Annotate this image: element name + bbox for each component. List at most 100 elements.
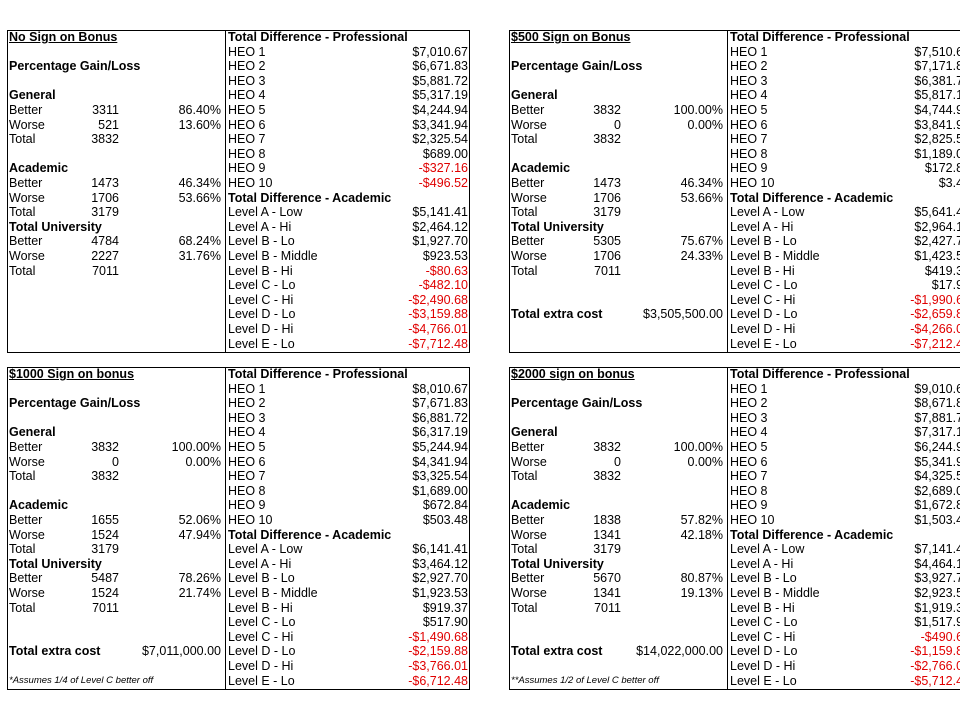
row-label: HEO 2: [228, 396, 266, 411]
amount: $8,010.67: [412, 381, 468, 396]
percent: 19.13%: [680, 586, 723, 600]
group-heading: Total University: [9, 556, 102, 571]
row-label: Level B - Hi: [730, 600, 795, 615]
row-label: HEO 8: [730, 146, 768, 161]
percent: 57.82%: [680, 513, 723, 527]
amount: $1,503.48: [914, 513, 960, 527]
row-label: HEO 9: [228, 498, 266, 513]
count: 1706: [91, 190, 119, 205]
amount: -$327.16: [418, 161, 468, 176]
percent: 52.06%: [178, 513, 221, 527]
row-label: Worse: [511, 117, 547, 132]
amount: $2,923.53: [914, 586, 960, 600]
section-heading: Total Difference - Academic: [228, 190, 392, 205]
row-label: HEO 6: [730, 117, 768, 132]
percent: 46.34%: [178, 176, 221, 190]
row-label: Better: [9, 234, 43, 249]
section-heading: Total Difference - Professional: [730, 30, 910, 44]
percent: 13.60%: [178, 117, 221, 132]
amount: $6,244.94: [914, 440, 960, 454]
amount: $2,427.70: [914, 234, 960, 249]
row-label: Total: [9, 469, 36, 484]
amount: $3,325.54: [412, 469, 468, 484]
count: 3179: [91, 205, 119, 220]
amount: $5,341.94: [914, 454, 960, 469]
row-label: HEO 2: [730, 396, 768, 411]
row-label: HEO 1: [228, 44, 266, 59]
column-divider: [727, 30, 728, 354]
group-heading: General: [511, 425, 558, 440]
amount: $6,381.72: [914, 73, 960, 88]
amount: -$2,659.88: [910, 307, 960, 322]
count: 3179: [91, 542, 119, 557]
panel-title: $2000 sign on bonus: [511, 367, 635, 381]
amount: $2,825.54: [914, 132, 960, 147]
row-label: HEO 4: [730, 425, 768, 440]
row-label: Level C - Lo: [228, 278, 296, 293]
row-label: HEO 10: [228, 176, 273, 190]
count: 4784: [91, 234, 119, 249]
amount: $672.84: [422, 498, 468, 513]
row-label: Level D - Hi: [228, 659, 294, 673]
percent: 0.00%: [687, 117, 723, 132]
row-label: Total: [511, 469, 538, 484]
row-label: Worse: [511, 586, 547, 600]
row-label: Level B - Middle: [730, 586, 820, 600]
extra-cost-label: Total extra cost: [511, 644, 603, 659]
row-label: HEO 9: [730, 161, 768, 176]
row-label: Level A - Low: [228, 542, 303, 557]
row-label: Level A - Low: [730, 205, 805, 220]
group-heading: Total University: [9, 219, 102, 234]
row-label: Level D - Lo: [730, 307, 798, 322]
row-label: Level A - Hi: [730, 219, 794, 234]
row-label: HEO 3: [228, 410, 266, 425]
count: 3832: [593, 103, 621, 117]
row-label: HEO 10: [730, 513, 775, 527]
percent: 0.00%: [185, 454, 221, 469]
count: 1341: [593, 527, 621, 542]
footnote: *Assumes 1/4 of Level C better off: [9, 674, 154, 686]
row-label: Level D - Lo: [228, 644, 296, 659]
row-label: HEO 2: [730, 59, 768, 74]
row-label: Level C - Lo: [228, 615, 296, 630]
amount: $1,927.70: [412, 234, 468, 249]
column-divider: [225, 367, 226, 691]
amount: $7,510.67: [914, 44, 960, 59]
row-label: HEO 10: [730, 176, 775, 190]
amount: $5,317.19: [412, 88, 468, 103]
amount: $1,423.53: [914, 249, 960, 263]
count: 3832: [91, 469, 119, 484]
count: 7011: [594, 263, 621, 278]
percent: 53.66%: [680, 190, 723, 205]
amount: -$3,159.88: [408, 307, 468, 322]
section-heading: Total Difference - Academic: [228, 527, 392, 542]
amount: -$2,159.88: [408, 644, 468, 659]
amount: $5,641.41: [914, 205, 960, 220]
row-label: Better: [9, 513, 43, 527]
row-label: Level D - Hi: [228, 322, 294, 336]
row-label: Worse: [9, 454, 45, 469]
row-label: Better: [9, 571, 43, 586]
row-label: Level B - Middle: [228, 249, 318, 263]
row-label: Level D - Lo: [228, 307, 296, 322]
row-label: Better: [511, 234, 545, 249]
count: 1473: [91, 176, 119, 190]
row-label: Better: [511, 513, 545, 527]
row-label: HEO 8: [228, 483, 266, 498]
row-label: HEO 4: [730, 88, 768, 103]
amount: $5,244.94: [412, 440, 468, 454]
count: 1473: [593, 176, 621, 190]
row-label: HEO 1: [730, 44, 768, 59]
row-label: HEO 4: [228, 88, 266, 103]
row-label: Better: [511, 571, 545, 586]
row-label: Level C - Hi: [228, 292, 294, 307]
amount: $1,919.37: [914, 600, 960, 615]
section-heading: Percentage Gain/Loss: [9, 396, 141, 411]
amount: -$7,712.48: [408, 336, 468, 351]
amount: -$1,159.88: [910, 644, 960, 659]
amount: $4,341.94: [412, 454, 468, 469]
section-heading: Percentage Gain/Loss: [9, 59, 141, 74]
count: 1655: [91, 513, 119, 527]
amount: $517.90: [422, 615, 468, 630]
row-label: Worse: [9, 527, 45, 542]
